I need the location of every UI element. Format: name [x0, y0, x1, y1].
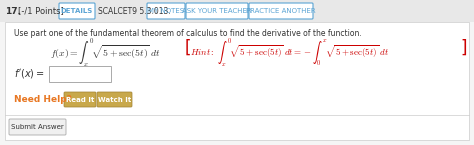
Text: [-/1 Points]: [-/1 Points]	[18, 7, 64, 16]
Text: Watch It: Watch It	[98, 97, 131, 103]
Text: ASK YOUR TEACHER: ASK YOUR TEACHER	[182, 8, 252, 14]
FancyBboxPatch shape	[49, 66, 111, 82]
Text: $f'(x) =$: $f'(x) =$	[14, 68, 45, 80]
FancyBboxPatch shape	[5, 22, 469, 140]
FancyBboxPatch shape	[249, 3, 313, 19]
FancyBboxPatch shape	[186, 3, 248, 19]
FancyBboxPatch shape	[147, 3, 185, 19]
Text: Use part one of the fundamental theorem of calculus to find the derivative of th: Use part one of the fundamental theorem …	[14, 29, 362, 39]
FancyBboxPatch shape	[9, 119, 66, 135]
Text: [: [	[185, 39, 191, 57]
Text: PRACTICE ANOTHER: PRACTICE ANOTHER	[246, 8, 316, 14]
Text: Need Help?: Need Help?	[14, 96, 72, 105]
FancyBboxPatch shape	[59, 3, 95, 19]
FancyBboxPatch shape	[0, 0, 474, 22]
Text: $f(x) = \int_{x}^{0}\!\sqrt{5+\sec(5t)}\; dt$: $f(x) = \int_{x}^{0}\!\sqrt{5+\sec(5t)}\…	[50, 37, 161, 69]
Text: Submit Answer: Submit Answer	[11, 124, 64, 130]
FancyBboxPatch shape	[97, 92, 132, 107]
FancyBboxPatch shape	[64, 92, 96, 107]
Text: MY NOTES: MY NOTES	[148, 8, 184, 14]
Text: $Hint:\ \int_{x}^{0}\!\sqrt{5+\sec(5t)}\;dt = -\int_{0}^{x}\!\sqrt{5+\sec(5t)}\;: $Hint:\ \int_{x}^{0}\!\sqrt{5+\sec(5t)}\…	[190, 37, 389, 69]
Text: Read It: Read It	[66, 97, 94, 103]
Text: 17.: 17.	[5, 7, 21, 16]
Text: SCALCET9 5.3.013.: SCALCET9 5.3.013.	[98, 7, 171, 16]
Text: ]: ]	[460, 39, 466, 57]
Text: DETAILS: DETAILS	[61, 8, 93, 14]
